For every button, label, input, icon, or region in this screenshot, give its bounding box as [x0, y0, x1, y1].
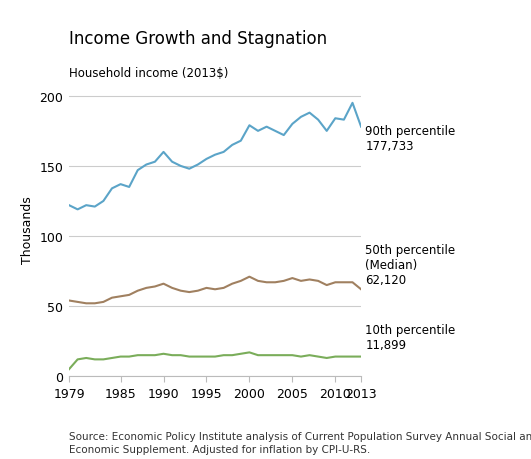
Text: 50th percentile
(Median)
62,120: 50th percentile (Median) 62,120 [365, 243, 456, 286]
Y-axis label: Thousands: Thousands [21, 196, 34, 263]
Text: 90th percentile
177,733: 90th percentile 177,733 [365, 124, 456, 152]
Text: Source: Economic Policy Institute analysis of Current Population Survey Annual S: Source: Economic Policy Institute analys… [69, 431, 531, 454]
Text: 10th percentile
11,899: 10th percentile 11,899 [365, 323, 456, 351]
Text: Household income (2013$): Household income (2013$) [69, 67, 228, 80]
Text: Income Growth and Stagnation: Income Growth and Stagnation [69, 30, 327, 48]
